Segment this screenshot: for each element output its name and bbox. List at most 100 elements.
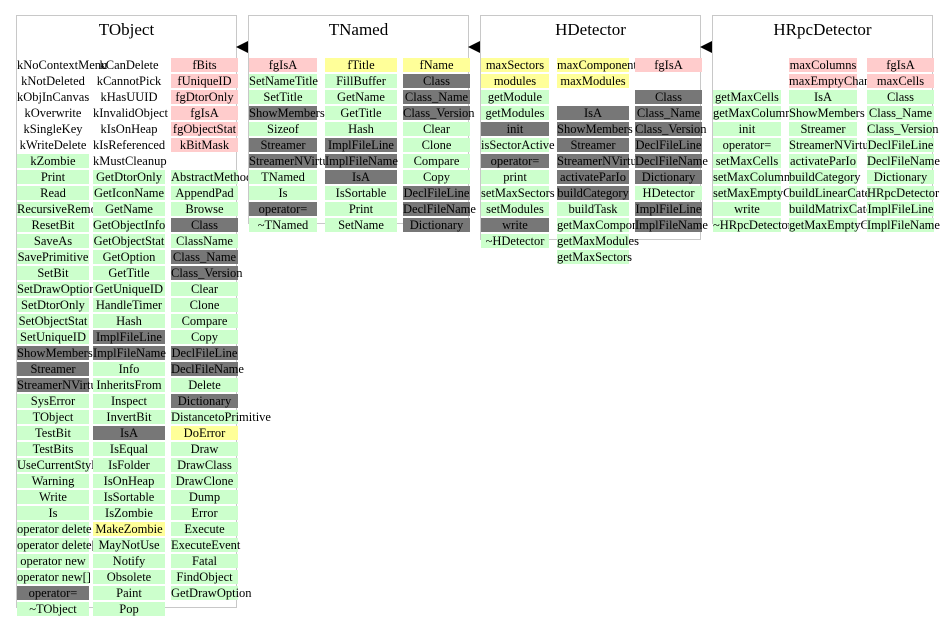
class-box-hdetector: HDetector maxSectors modules getModule getM… bbox=[480, 15, 708, 264]
inheritance-arrow-icon bbox=[236, 41, 248, 53]
class-member: buildCategory bbox=[557, 186, 629, 200]
class-member: ImplFileLine bbox=[325, 138, 397, 152]
class-title: HRpcDetector bbox=[773, 20, 872, 39]
class-member: ExecuteEvent bbox=[171, 538, 241, 552]
class-member: maxComponents bbox=[557, 58, 642, 72]
class-member: GetTitle bbox=[325, 106, 397, 120]
class-member: Execute bbox=[171, 522, 238, 536]
class-member: Fatal bbox=[171, 554, 238, 568]
class-member: Class_Name bbox=[867, 106, 934, 120]
class-member: ResetBit bbox=[17, 218, 89, 232]
class-member: DeclFileName bbox=[403, 202, 476, 216]
class-member: ImplFileName bbox=[867, 218, 940, 232]
class-member: SetTitle bbox=[249, 90, 317, 104]
class-member: fgIsA bbox=[171, 106, 238, 120]
class-member: Dictionary bbox=[403, 218, 470, 232]
class-member: fBits bbox=[171, 58, 238, 72]
class-member: maxColumns bbox=[789, 58, 857, 72]
class-member: Clone bbox=[403, 138, 470, 152]
class-member: GetDrawOption bbox=[171, 586, 252, 600]
class-member: Compare bbox=[403, 154, 470, 168]
class-member: operator= bbox=[481, 154, 549, 168]
class-member: StreamerNVirtual bbox=[17, 378, 106, 392]
class-member: maxEmptyChannels bbox=[789, 74, 891, 88]
class-member: SetName bbox=[325, 218, 397, 232]
class-member: ~HDetector bbox=[481, 234, 549, 248]
class-member: GetDtorOnly bbox=[93, 170, 165, 184]
class-member: HandleTimer bbox=[93, 298, 165, 312]
class-member: SetDtorOnly bbox=[17, 298, 89, 312]
class-member: ImplFileLine bbox=[867, 202, 934, 216]
class-member: Sizeof bbox=[249, 122, 317, 136]
class-member: SetBit bbox=[17, 266, 89, 280]
class-member: Notify bbox=[93, 554, 165, 568]
class-member: Error bbox=[171, 506, 238, 520]
class-member: Copy bbox=[171, 330, 238, 344]
class-member: FindObject bbox=[171, 570, 238, 584]
class-member: setMaxSectors bbox=[481, 186, 555, 200]
class-member: IsFolder bbox=[93, 458, 165, 472]
class-member: DeclFileLine bbox=[403, 186, 470, 200]
class-member: HDetector bbox=[635, 186, 702, 200]
class-member: Class bbox=[635, 90, 702, 104]
class-title: TObject bbox=[98, 20, 155, 39]
class-member: Streamer bbox=[557, 138, 629, 152]
class-member: IsZombie bbox=[93, 506, 165, 520]
class-member: ClassName bbox=[171, 234, 238, 248]
class-member: getMaxSectors bbox=[557, 250, 632, 264]
class-member: IsA bbox=[789, 90, 857, 104]
class-member: TestBit bbox=[17, 426, 89, 440]
class-member: getMaxComponents bbox=[557, 218, 659, 232]
class-member: HRpcDetector bbox=[867, 186, 940, 200]
class-member: DeclFileName bbox=[171, 362, 244, 376]
class-member: DistancetoPrimitive bbox=[171, 410, 271, 424]
class-member: buildCategory bbox=[789, 170, 861, 184]
class-member: IsEqual bbox=[93, 442, 165, 456]
class-member: init bbox=[713, 122, 781, 136]
class-member: Class_Name bbox=[403, 90, 470, 104]
class-member: buildLinearCategory bbox=[789, 186, 894, 200]
class-member: Pop bbox=[93, 602, 165, 616]
class-member: Read bbox=[17, 186, 89, 200]
class-member: SaveAs bbox=[17, 234, 89, 248]
class-member: TObject bbox=[17, 410, 89, 424]
class-member: getModule bbox=[481, 90, 549, 104]
class-member: FillBuffer bbox=[325, 74, 397, 88]
class-member: SetUniqueID bbox=[17, 330, 89, 344]
inheritance-arrow-icon bbox=[468, 41, 480, 53]
class-member: Dump bbox=[171, 490, 238, 504]
class-member: SysError bbox=[17, 394, 89, 408]
class-member: fgIsA bbox=[249, 58, 317, 72]
class-member: fgDtorOnly bbox=[171, 90, 238, 104]
class-member: RecursiveRemove bbox=[17, 202, 109, 216]
class-member: buildTask bbox=[557, 202, 629, 216]
class-member: Browse bbox=[171, 202, 238, 216]
class-member: DeclFileName bbox=[867, 154, 940, 168]
class-member: maxModules bbox=[557, 74, 629, 88]
class-member: fgIsA bbox=[867, 58, 934, 72]
class-title: TNamed bbox=[328, 20, 389, 39]
class-member: fgObjectStat bbox=[171, 122, 238, 136]
class-member: modules bbox=[481, 74, 549, 88]
class-member: Streamer bbox=[789, 122, 857, 136]
class-member: operator= bbox=[17, 586, 89, 600]
class-member: Class bbox=[171, 218, 238, 232]
class-member: DeclFileLine bbox=[635, 138, 702, 152]
class-member: ImplFileLine bbox=[93, 330, 165, 344]
class-member: ShowMembers bbox=[17, 346, 93, 360]
class-member: Info bbox=[93, 362, 165, 376]
class-member: Print bbox=[17, 170, 89, 184]
class-member: GetName bbox=[93, 202, 165, 216]
class-member: DeclFileLine bbox=[171, 346, 238, 360]
class-member: Clone bbox=[171, 298, 238, 312]
class-box-hrpcdetector: HRpcDetector getMaxCells getMaxColumns ini… bbox=[712, 15, 940, 232]
class-member: kNotDeleted bbox=[21, 74, 85, 88]
class-member: MayNotUse bbox=[93, 538, 165, 552]
class-member: getMaxColumns bbox=[713, 106, 797, 120]
class-member: ~HRpcDetector bbox=[713, 218, 792, 232]
class-member: GetIconName bbox=[93, 186, 165, 200]
class-member: DeclFileLine bbox=[867, 138, 934, 152]
class-member: Obsolete bbox=[93, 570, 165, 584]
class-member: InvertBit bbox=[93, 410, 165, 424]
class-box-tnamed: TNamed fgIsA SetNameTitle SetTitle ShowMemb… bbox=[248, 15, 476, 232]
